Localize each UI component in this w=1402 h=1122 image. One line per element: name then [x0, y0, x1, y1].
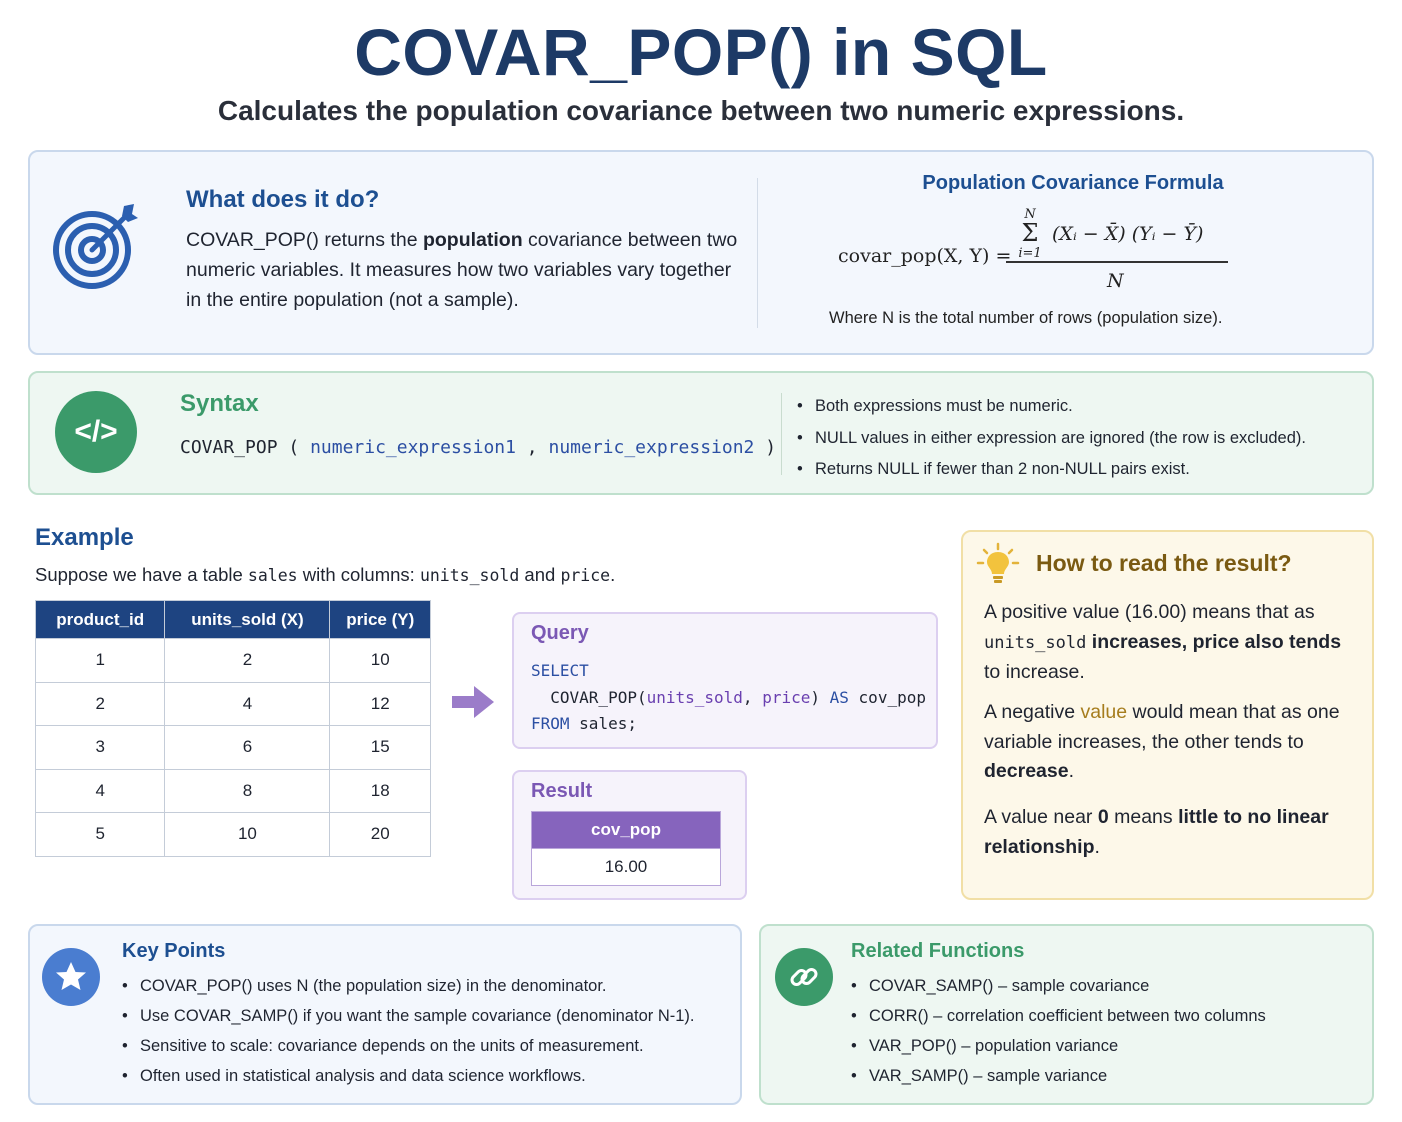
syntax-note: Returns NULL if fewer than 2 non-NULL pa…	[797, 454, 1357, 486]
syntax-divider	[781, 393, 782, 475]
query-card	[512, 612, 938, 749]
howto-zero-paragraph: A value near 0 means little to no linear…	[984, 806, 1329, 858]
formula-sum-top: N	[1023, 207, 1036, 222]
example-description: Suppose we have a table sales with colum…	[35, 564, 616, 585]
how-to-read-heading: How to read the result?	[1036, 550, 1292, 576]
formula-numerator-text: (Xᵢ − X̄) (Yᵢ − Ȳ)	[1052, 222, 1203, 245]
column-header: product_id	[34, 600, 166, 639]
table-header-row: cov_pop	[531, 811, 721, 849]
formula-note: Where N is the total number of rows (pop…	[829, 309, 1223, 327]
column-header: price (Y)	[329, 600, 431, 639]
what-does-it-do-card	[28, 150, 1374, 355]
table-cell: 8	[164, 768, 331, 813]
formula-sum-symbol: Σ	[1022, 219, 1039, 247]
syntax-note: NULL values in either expression are ign…	[797, 423, 1357, 455]
list-item: COVAR_POP() uses N (the population size)…	[122, 971, 732, 1001]
table-cell: 1	[34, 638, 166, 683]
table-cell: 15	[329, 725, 431, 770]
table-row: 3 6 15	[34, 725, 431, 770]
what-description: COVAR_POP() returns the population covar…	[186, 229, 738, 311]
query-heading: Query	[531, 622, 589, 644]
table-cell: 2	[34, 681, 166, 726]
code-icon: </>	[55, 391, 137, 473]
table-cell: 20	[329, 812, 431, 857]
list-item: VAR_SAMP() – sample variance	[851, 1061, 1361, 1091]
page-subtitle: Calculates the population covariance bet…	[217, 95, 1185, 126]
example-heading: Example	[35, 524, 134, 551]
list-item: VAR_POP() – population variance	[851, 1031, 1361, 1061]
key-points-heading: Key Points	[122, 940, 226, 962]
how-to-read-card	[961, 530, 1374, 900]
table-row: 2 4 12	[34, 681, 431, 726]
table-cell: 4	[164, 681, 331, 726]
card-divider	[757, 178, 758, 328]
list-item: Use COVAR_SAMP() if you want the sample …	[122, 1001, 732, 1031]
related-functions-heading: Related Functions	[851, 940, 1025, 962]
table-cell: 12	[329, 681, 431, 726]
related-functions-list: COVAR_SAMP() – sample covariance CORR() …	[851, 971, 1361, 1091]
syntax-signature: COVAR_POP ( numeric_expression1 , numeri…	[180, 437, 777, 458]
link-icon	[775, 948, 833, 1006]
lightbulb-icon	[976, 542, 1020, 583]
table-cell: 3	[34, 725, 166, 770]
table-cell: 2	[164, 638, 331, 683]
result-table: cov_pop 16.00	[531, 811, 721, 886]
formula-fraction-bar	[1006, 261, 1228, 263]
table-cell: 18	[329, 768, 431, 813]
key-points-list: COVAR_POP() uses N (the population size)…	[122, 971, 732, 1091]
table-cell: 6	[164, 725, 331, 770]
list-item: Sensitive to scale: covariance depends o…	[122, 1031, 732, 1061]
table-row: 16.00	[531, 848, 721, 886]
sales-table: product_id units_sold (X) price (Y) 1 2 10…	[34, 600, 431, 857]
query-code: SELECT COVAR_POP(units_sold, price) AS c…	[531, 661, 926, 733]
howto-positive-paragraph: A positive value (16.00) means that as u…	[984, 601, 1342, 683]
what-heading: What does it do?	[186, 186, 380, 213]
list-item: Often used in statistical analysis and d…	[122, 1061, 732, 1091]
formula-denominator: N	[1107, 270, 1124, 292]
column-header: units_sold (X)	[164, 600, 331, 639]
table-header-row: product_id units_sold (X) price (Y)	[34, 600, 431, 639]
column-header: cov_pop	[531, 811, 721, 849]
howto-negative-paragraph: A negative value would mean that as one …	[984, 701, 1340, 782]
syntax-heading: Syntax	[180, 390, 259, 417]
table-cell: 4	[34, 768, 166, 813]
table-cell: 10	[164, 812, 331, 857]
table-cell: 5	[34, 812, 166, 857]
result-value: 16.00	[531, 848, 721, 886]
syntax-note: Both expressions must be numeric.	[797, 391, 1357, 423]
table-row: 5 10 20	[34, 812, 431, 857]
star-icon	[42, 948, 100, 1006]
result-heading: Result	[531, 780, 593, 802]
list-item: CORR() – correlation coefficient between…	[851, 1001, 1361, 1031]
table-cell: 10	[329, 638, 431, 683]
list-item: COVAR_SAMP() – sample covariance	[851, 971, 1361, 1001]
table-row: 1 2 10	[34, 638, 431, 683]
table-row: 4 8 18	[34, 768, 431, 813]
arrow-right-icon	[452, 686, 494, 718]
formula-sum-bottom: i=1	[1018, 246, 1041, 261]
formula-numerator: N Σ i=1 (Xᵢ − X̄) (Yᵢ − Ȳ)	[1018, 207, 1203, 261]
syntax-notes: Both expressions must be numeric. NULL v…	[797, 391, 1357, 486]
formula-lhs: covar_pop(X, Y) =	[838, 245, 1012, 267]
formula-heading: Population Covariance Formula	[922, 172, 1224, 194]
page-title: COVAR_POP() in SQL	[354, 15, 1048, 89]
target-icon	[53, 204, 138, 289]
